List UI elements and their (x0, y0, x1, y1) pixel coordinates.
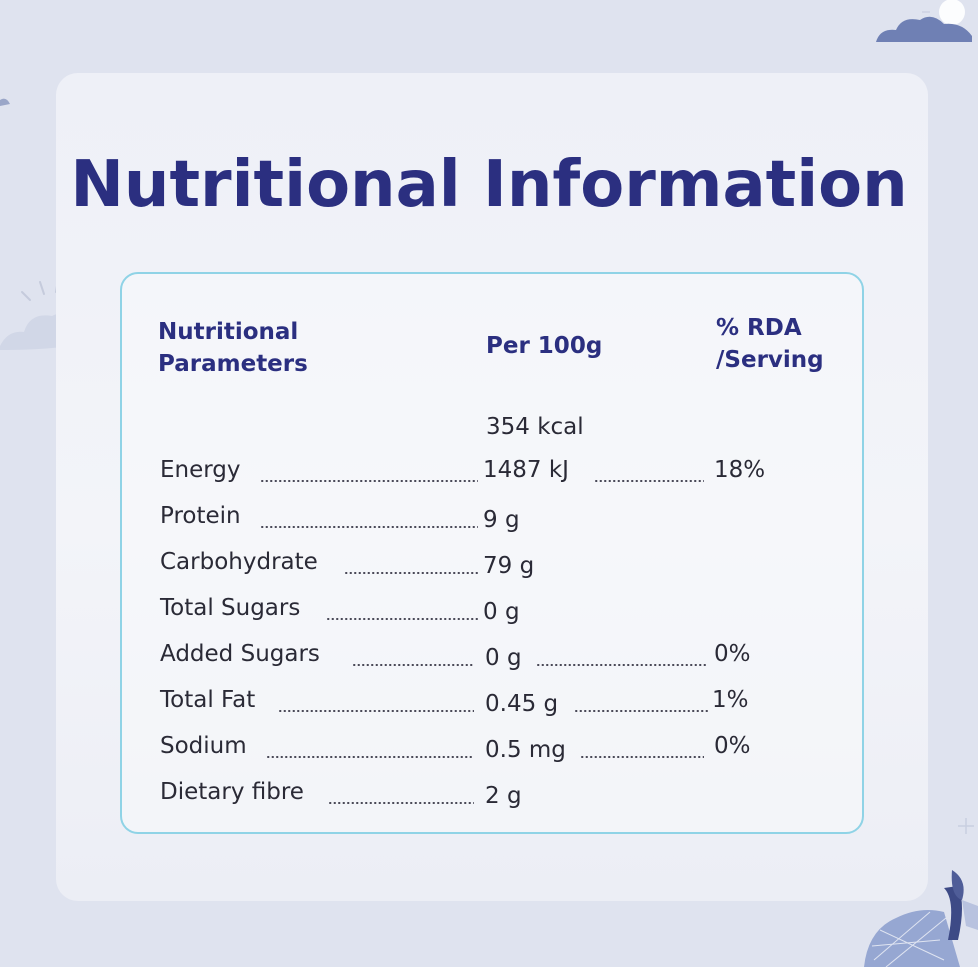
leader-dots (536, 664, 706, 666)
row-name-carbohydrate: Carbohydrate (160, 549, 318, 575)
row-value-total-sugars: 0 g (483, 599, 520, 625)
row-name-protein: Protein (160, 503, 241, 529)
header-rda-serving: % RDA /Serving (716, 315, 824, 373)
leader-dots (266, 756, 474, 758)
leader-dots (344, 572, 478, 574)
leader-dots (352, 664, 474, 666)
row-value-added-sugars: 0 g (485, 645, 522, 671)
row-name-total-sugars: Total Sugars (160, 595, 301, 621)
row-value-dietary-fibre: 2 g (485, 783, 522, 809)
row-value-protein: 9 g (483, 507, 520, 533)
header-nutritional-parameters: Nutritional Parameters (158, 319, 308, 377)
row-rda-added-sugars: 0% (714, 641, 751, 667)
cloud-icon (0, 98, 10, 106)
row-rda-sodium: 0% (714, 733, 751, 759)
page-title: Nutritional Information (70, 148, 908, 222)
row-value-sodium: 0.5 mg (485, 737, 566, 763)
leader-dots (326, 618, 478, 620)
leader-dots (594, 480, 704, 482)
leader-dots (260, 526, 478, 528)
row-value-total-fat: 0.45 g (485, 691, 559, 717)
row-name-dietary-fibre: Dietary fibre (160, 779, 304, 805)
energy-kcal-value: 354 kcal (486, 414, 584, 440)
row-rda-total-fat: 1% (712, 687, 749, 713)
leader-dots (328, 802, 474, 804)
row-value-carbohydrate: 79 g (483, 553, 535, 579)
leader-dots (580, 756, 704, 758)
row-name-added-sugars: Added Sugars (160, 641, 320, 667)
leader-dots (278, 710, 474, 712)
row-name-total-fat: Total Fat (160, 687, 256, 713)
leader-dots (260, 480, 478, 482)
nutrition-table-panel (120, 272, 864, 834)
row-name-sodium: Sodium (160, 733, 247, 759)
row-value-energy: 1487 kJ (483, 457, 569, 483)
leader-dots (574, 710, 708, 712)
header-per-100g: Per 100g (486, 333, 603, 359)
cloud-sun-icon (876, 0, 972, 42)
row-name-energy: Energy (160, 457, 241, 483)
row-rda-energy: 18% (714, 457, 766, 483)
